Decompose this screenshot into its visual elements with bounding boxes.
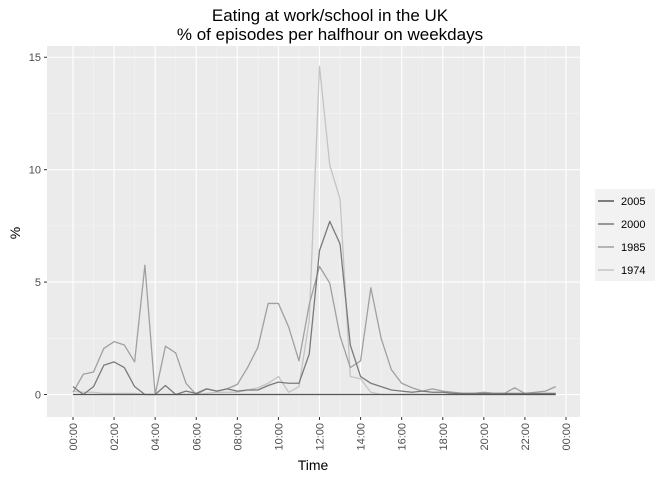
x-tick-label: 12:00 — [315, 423, 327, 451]
x-axis-title: Time — [298, 457, 329, 473]
plot-panel — [47, 46, 580, 417]
chart-title: Eating at work/school in the UK — [212, 6, 449, 25]
grid-major — [47, 46, 580, 417]
y-axis-title: % — [7, 227, 23, 239]
y-axis: 0 5 10 15 — [29, 52, 47, 402]
series-lines — [72, 65, 556, 396]
legend-label-1985: 1985 — [621, 242, 645, 254]
x-tick-label: 06:00 — [191, 423, 203, 451]
x-tick-label: 16:00 — [397, 423, 409, 451]
x-tick-label: 02:00 — [109, 423, 121, 451]
x-axis: 00:00 02:00 04:00 06:00 08:00 10:00 12:00 14:00… — [68, 417, 573, 451]
y-tick-label: 10 — [29, 165, 41, 177]
legend-label-2000: 2000 — [621, 219, 645, 231]
x-tick-label: 00:00 — [68, 423, 80, 451]
y-tick-label: 0 — [35, 390, 41, 402]
x-tick-label: 18:00 — [438, 423, 450, 451]
x-tick-label: 22:00 — [520, 423, 532, 451]
x-tick-label: 00:00 — [561, 423, 573, 451]
legend: 2005 2000 1985 1974 — [595, 189, 655, 281]
legend-label-1974: 1974 — [621, 265, 645, 277]
x-tick-label: 04:00 — [150, 423, 162, 451]
x-tick-label: 08:00 — [232, 423, 244, 451]
x-tick-label: 14:00 — [356, 423, 368, 451]
legend-label-2005: 2005 — [621, 196, 645, 208]
y-tick-label: 15 — [29, 52, 41, 64]
x-tick-label: 10:00 — [273, 423, 285, 451]
chart-subtitle: % of episodes per halfhour on weekdays — [177, 25, 483, 44]
x-tick-label: 20:00 — [479, 423, 491, 451]
y-tick-label: 5 — [35, 277, 41, 289]
grid-minor — [47, 46, 580, 417]
